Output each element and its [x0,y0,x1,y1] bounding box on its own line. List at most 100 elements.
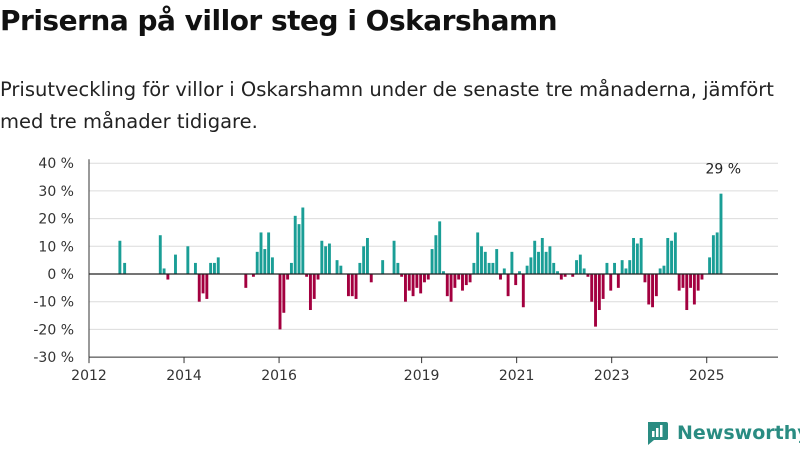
bar [654,274,658,297]
bar [499,274,502,280]
bar [582,268,586,274]
bar [559,274,563,280]
bar [506,274,510,297]
bar [518,271,521,274]
bar [548,246,552,274]
page-title: Priserna på villor steg i Oskarshamn [0,4,558,37]
y-tick-label: -30 % [33,350,74,366]
bar [362,246,366,274]
bar [123,262,127,274]
bar [544,251,548,274]
brand-name: Newsworthy [677,422,800,444]
bar [209,262,213,274]
y-tick-label: 30 % [38,184,74,200]
bar [396,262,400,274]
bar [324,246,328,274]
bar [540,237,544,274]
bar [419,274,423,294]
bar [597,274,601,311]
bar [613,262,616,274]
bar [415,274,419,288]
bar [677,274,681,291]
bar [453,274,457,288]
bar [216,257,220,274]
bar [632,237,635,274]
bar [537,251,540,274]
bar [476,232,480,274]
bar [556,271,559,274]
bar [521,274,525,308]
bar [278,274,282,330]
bar [327,243,331,274]
bar [662,265,666,274]
bar [670,240,674,274]
bar [552,262,556,274]
bar [346,274,350,297]
bar [289,262,293,274]
bar [282,274,286,313]
bar [442,271,445,274]
bar [305,274,309,277]
bar [423,274,426,283]
bar [308,274,312,311]
newsworthy-logo[interactable]: Newsworthy [644,418,800,448]
bar [197,274,201,302]
bar [533,240,537,274]
chart-bars [118,193,723,330]
bar [297,224,301,274]
bar [605,262,609,274]
bar [267,232,271,274]
x-tick-label: 2019 [404,368,440,384]
newsworthy-logo-icon [648,422,668,445]
bar [601,274,605,299]
bar [335,260,339,274]
bar [689,274,693,288]
bar [658,268,662,274]
bar [392,240,396,274]
bar [316,274,320,280]
bar [700,274,704,280]
bar [293,215,297,274]
bar [339,265,343,274]
bar [480,246,483,274]
bar [487,262,491,274]
bar [193,262,197,274]
bar [643,274,647,283]
bar [594,274,597,327]
bar [201,274,205,294]
bar [255,251,259,274]
bar [404,274,407,302]
peak-value-label: 29 % [705,162,741,178]
chart-axes [88,159,778,364]
bar [118,240,122,274]
bar [673,232,677,274]
bar [529,257,533,274]
bar [563,274,567,277]
bar [369,274,373,283]
bar [464,274,468,286]
bar [158,235,162,274]
x-tick-label: 2023 [594,368,630,384]
page-subtitle: Prisutveckling för villor i Oskarshamn u… [0,78,774,133]
bar [502,268,506,274]
x-tick-label: 2012 [71,368,107,384]
bar [609,274,613,291]
bar [571,274,575,277]
bar [578,254,582,274]
bar [635,243,639,274]
bar [666,237,670,274]
bar [708,257,712,274]
y-tick-label: 10 % [38,239,74,255]
bar [472,262,476,274]
bar [457,274,461,280]
bar [251,274,255,277]
bar [186,246,190,274]
bar [449,274,453,302]
bar [411,274,415,297]
bar [711,235,715,274]
y-tick-label: -10 % [33,295,74,311]
bar [461,274,464,291]
bar [575,260,578,274]
bar [495,249,499,274]
bar [174,254,177,274]
